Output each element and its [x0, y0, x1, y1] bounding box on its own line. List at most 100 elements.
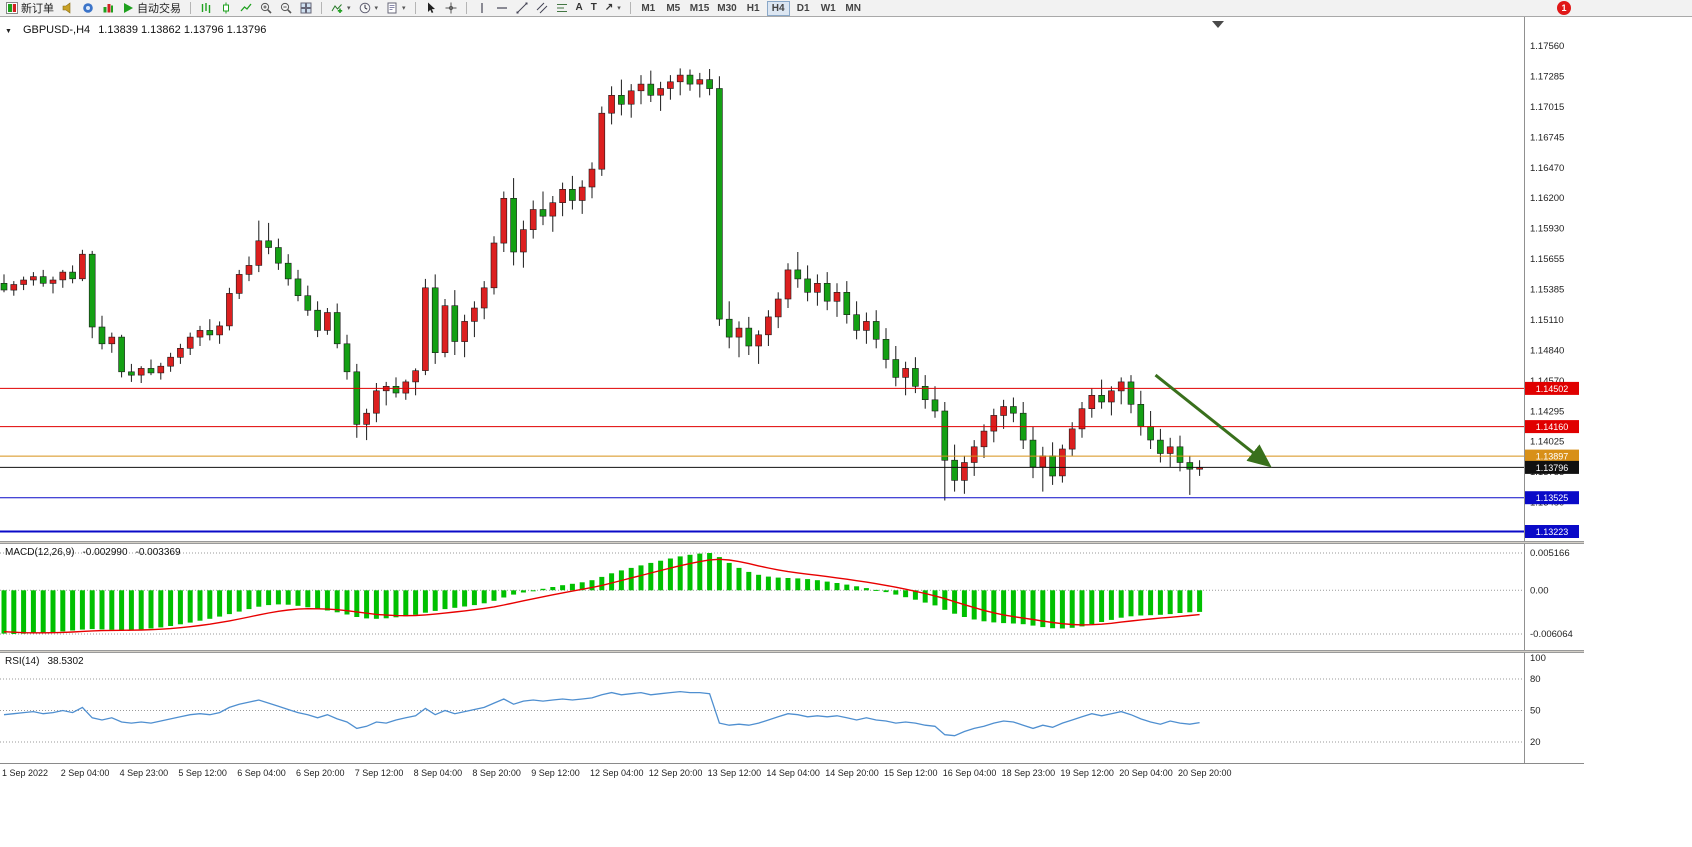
autotrading-label: 自动交易 [137, 3, 181, 15]
arrows-button[interactable]: ↗ ▾ [601, 1, 625, 16]
autotrading-button[interactable]: 自动交易 [118, 1, 185, 16]
crosshair-button[interactable] [441, 1, 461, 16]
timeframe-m5[interactable]: M5 [662, 1, 685, 16]
time-label: 6 Sep 20:00 [296, 768, 345, 778]
time-label: 19 Sep 12:00 [1060, 768, 1114, 778]
vertical-line-button[interactable] [472, 1, 492, 16]
tile-windows-button[interactable] [296, 1, 316, 16]
bar-chart-icon [201, 3, 211, 13]
candlestick-icon [223, 2, 229, 14]
template-icon [387, 2, 397, 14]
time-label: 12 Sep 20:00 [648, 768, 703, 778]
time-label: 12 Sep 04:00 [590, 768, 644, 778]
svg-text:1.15110: 1.15110 [1530, 315, 1564, 326]
rsi-axis[interactable]: 100 80 50 20 [1530, 653, 1546, 748]
svg-text:1.17015: 1.17015 [1530, 102, 1564, 113]
tile-windows-icon [300, 2, 312, 14]
toolbar-separator [321, 2, 322, 14]
svg-text:1.16200: 1.16200 [1530, 193, 1564, 204]
trend-arrow[interactable] [1154, 373, 1272, 468]
arrow-object-icon: ↗ [604, 2, 614, 13]
new-order-button[interactable]: 新订单 [2, 1, 58, 16]
svg-text:1.16745: 1.16745 [1530, 132, 1564, 143]
svg-text:1.16470: 1.16470 [1530, 163, 1564, 174]
price-chart-canvas[interactable]: 1.17560 1.17285 1.17015 1.16745 1.16470 1.162… [0, 17, 1584, 541]
candlestick-button[interactable] [216, 1, 236, 16]
sound-icon [62, 2, 71, 14]
clock-icon [359, 2, 370, 14]
macd-canvas[interactable]: 0.005166 0.00 -0.006064 [0, 544, 1584, 650]
community-icon [83, 3, 93, 13]
timeframe-d1[interactable]: D1 [792, 1, 815, 16]
templates-button[interactable]: ▾ [382, 1, 410, 16]
community-button[interactable] [78, 1, 98, 16]
trendline-icon [516, 2, 528, 14]
panel-separator[interactable] [0, 541, 1584, 544]
fibonacci-icon [556, 4, 567, 12]
bar-chart-button[interactable] [196, 1, 216, 16]
svg-text:1.13525: 1.13525 [1536, 493, 1569, 503]
svg-text:1.15655: 1.15655 [1530, 254, 1564, 265]
zoom-in-icon [260, 2, 272, 14]
timeframe-h4[interactable]: H4 [766, 0, 790, 16]
svg-text:1.14025: 1.14025 [1530, 437, 1564, 448]
horizontal-line-button[interactable] [492, 1, 512, 16]
chart-window: ▼ GBPUSD-,H4 1.13839 1.13862 1.13796 1.1… [0, 17, 1584, 781]
indicators-button[interactable]: ▾ [327, 1, 355, 16]
timeframe-w1[interactable]: W1 [817, 1, 840, 16]
time-label: 8 Sep 20:00 [472, 768, 521, 778]
svg-text:0.00: 0.00 [1530, 585, 1549, 596]
zoom-out-button[interactable] [276, 1, 296, 16]
timeframe-m15[interactable]: M15 [687, 1, 712, 16]
time-axis[interactable]: 1 Sep 2022 2 Sep 04:00 4 Sep 23:00 5 Sep 12… [0, 763, 1584, 781]
timeframe-m1[interactable]: M1 [637, 1, 660, 16]
timeframe-mn[interactable]: MN [842, 1, 865, 16]
macd-grid-lines [0, 552, 1524, 635]
market-watch-button[interactable] [98, 1, 118, 16]
periods-button[interactable]: ▾ [355, 1, 383, 16]
text-button[interactable]: A [572, 1, 587, 16]
candlesticks [0, 68, 1203, 501]
objects-group: A T ↗ ▾ [472, 0, 625, 16]
svg-text:100: 100 [1530, 653, 1546, 664]
time-label: 15 Sep 12:00 [884, 768, 938, 778]
chart-type-group [196, 0, 316, 16]
svg-text:1.14840: 1.14840 [1530, 345, 1564, 356]
toolbar-separator [414, 2, 416, 14]
vertical-line-icon [480, 3, 483, 13]
horizontal-level-lines[interactable] [0, 387, 1524, 533]
fibonacci-button[interactable] [552, 1, 572, 16]
cursor-button[interactable] [421, 1, 441, 16]
zoom-out-icon [280, 2, 292, 14]
rsi-canvas[interactable]: 100 80 50 20 [0, 653, 1584, 763]
panel-separator[interactable] [0, 650, 1584, 653]
trendline-button[interactable] [512, 1, 532, 16]
indicators-icon [331, 4, 343, 13]
timeframe-m30[interactable]: M30 [714, 1, 739, 16]
timeframe-h1[interactable]: H1 [742, 1, 765, 16]
zoom-in-button[interactable] [256, 1, 276, 16]
time-label: 9 Sep 12:00 [531, 768, 580, 778]
time-label: 18 Sep 23:00 [1001, 768, 1056, 778]
time-label: 14 Sep 20:00 [825, 768, 879, 778]
line-chart-button[interactable] [236, 1, 256, 16]
svg-text:1.17285: 1.17285 [1530, 71, 1564, 82]
notification-badge[interactable]: 1 [1557, 1, 1571, 15]
channel-button[interactable] [532, 1, 552, 16]
svg-text:1.17560: 1.17560 [1530, 41, 1564, 52]
svg-text:1.15385: 1.15385 [1530, 285, 1564, 296]
time-label: 5 Sep 12:00 [178, 768, 227, 778]
time-label: 1 Sep 2022 [2, 768, 49, 778]
text-label-button[interactable]: T [587, 1, 601, 16]
macd-signal-line [3, 558, 1200, 634]
time-label: 20 Sep 04:00 [1119, 768, 1173, 778]
market-watch-icon [103, 4, 113, 13]
time-label: 13 Sep 12:00 [707, 768, 762, 778]
chart-shift-marker [1212, 21, 1224, 28]
macd-axis[interactable]: 0.005166 0.00 -0.006064 [1530, 548, 1573, 640]
sound-button[interactable] [58, 1, 78, 16]
svg-text:1.14570: 1.14570 [1530, 376, 1564, 387]
time-label: 16 Sep 04:00 [942, 768, 997, 778]
line-chart-icon [240, 3, 252, 12]
